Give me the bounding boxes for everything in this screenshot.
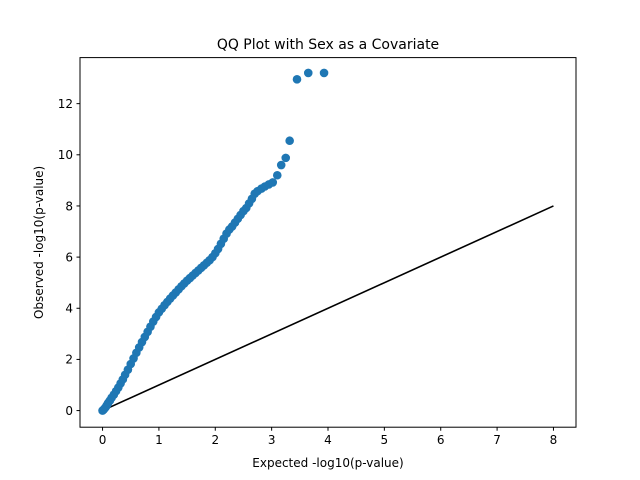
- reference-line: [102, 205, 554, 412]
- y-tick-label: 0: [65, 404, 73, 418]
- x-tick-label: 7: [493, 433, 501, 447]
- x-tick-label: 5: [381, 433, 389, 447]
- y-tick-label: 2: [65, 353, 73, 367]
- x-tick-label: 2: [211, 433, 219, 447]
- reference-line-layer: [102, 205, 554, 412]
- y-axis-ticks: 0 2 4 6 8 10 12: [58, 97, 80, 418]
- data-point: [281, 153, 291, 163]
- x-tick-label: 8: [550, 433, 558, 447]
- x-axis-ticks: 0 1 2 3 4 5 6 7 8: [99, 427, 558, 447]
- data-point: [272, 170, 282, 180]
- plot-frame: [79, 57, 577, 428]
- x-tick-label: 4: [324, 433, 332, 447]
- x-tick-label: 3: [268, 433, 276, 447]
- x-axis-label: Expected -log10(p-value): [252, 456, 403, 470]
- plot-area: [98, 68, 554, 415]
- y-tick-label: 4: [65, 302, 73, 316]
- y-tick-label: 6: [65, 250, 73, 264]
- data-point: [268, 178, 278, 187]
- data-point: [285, 136, 294, 146]
- y-tick-label: 8: [65, 199, 73, 213]
- data-point: [319, 68, 329, 78]
- x-tick-label: 0: [99, 433, 107, 447]
- x-tick-label: 1: [155, 433, 163, 447]
- data-point: [303, 68, 313, 78]
- data-point: [276, 160, 286, 170]
- chart-title: QQ Plot with Sex as a Covariate: [217, 37, 439, 53]
- y-tick-label: 10: [58, 148, 73, 162]
- y-axis-label: Observed -log10(p-value): [32, 166, 46, 319]
- points-layer: [98, 68, 329, 415]
- y-tick-label: 12: [58, 97, 73, 111]
- x-tick-label: 6: [437, 433, 445, 447]
- data-point: [292, 75, 302, 84]
